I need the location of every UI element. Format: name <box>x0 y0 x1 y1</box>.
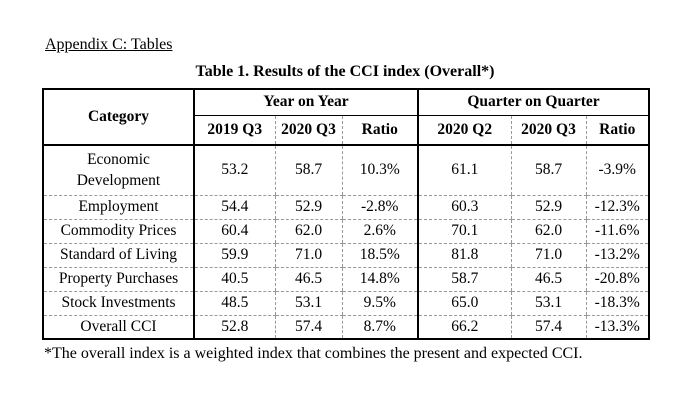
appendix-heading: Appendix C: Tables <box>45 36 173 53</box>
value-cell: 54.4 <box>193 195 275 220</box>
table-title: Table 1. Results of the CCI index (Overa… <box>195 63 495 80</box>
table-row-employment: Employment 54.4 52.9 -2.8% 60.3 52.9 -12… <box>43 195 649 220</box>
value-cell: 57.4 <box>274 315 342 339</box>
value-cell: 62.0 <box>274 219 342 244</box>
cci-results-table: Category Year on Year Quarter on Quarter… <box>42 88 650 340</box>
value-cell: 9.5% <box>341 291 418 316</box>
value-cell: 81.8 <box>417 243 511 268</box>
value-cell: -13.3% <box>585 315 649 339</box>
header-group-row: Category Year on Year Quarter on Quarter <box>43 89 649 146</box>
value-cell: -12.3% <box>585 195 649 220</box>
value-cell: 53.1 <box>510 291 586 316</box>
value-cell: 61.1 <box>417 145 511 196</box>
table-row-overall-cci: Overall CCI 52.8 57.4 8.7% 66.2 57.4 -13… <box>43 315 649 339</box>
value-cell: 59.9 <box>193 243 275 268</box>
header-ratio-yoy: Ratio <box>341 115 418 146</box>
value-cell: 66.2 <box>417 315 511 339</box>
value-cell: 8.7% <box>341 315 418 339</box>
category-cell: Property Purchases <box>43 267 194 292</box>
header-category: Category <box>43 89 194 146</box>
value-cell: 57.4 <box>510 315 586 339</box>
table-row-standard-of-living: Standard of Living 59.9 71.0 18.5% 81.8 … <box>43 243 649 268</box>
header-year-on-year: Year on Year <box>193 89 418 116</box>
value-cell: 70.1 <box>417 219 511 244</box>
value-cell: 14.8% <box>341 267 418 292</box>
value-cell: 71.0 <box>274 243 342 268</box>
value-cell: 71.0 <box>510 243 586 268</box>
table-footnote: *The overall index is a weighted index t… <box>44 345 583 362</box>
category-cell: Economic Development <box>43 145 194 196</box>
value-cell: 10.3% <box>341 145 418 196</box>
value-cell: -11.6% <box>585 219 649 244</box>
header-ratio-qoq: Ratio <box>585 115 649 146</box>
value-cell: 60.4 <box>193 219 275 244</box>
category-cell: Stock Investments <box>43 291 194 316</box>
value-cell: 60.3 <box>417 195 511 220</box>
value-cell: 2.6% <box>341 219 418 244</box>
value-cell: 53.2 <box>193 145 275 196</box>
value-cell: 18.5% <box>341 243 418 268</box>
table-row-property-purchases: Property Purchases 40.5 46.5 14.8% 58.7 … <box>43 267 649 292</box>
value-cell: 46.5 <box>510 267 586 292</box>
header-sub-row: 2019 Q3 2020 Q3 Ratio 2020 Q2 2020 Q3 Ra… <box>43 115 649 146</box>
value-cell: 53.1 <box>274 291 342 316</box>
value-cell: -20.8% <box>585 267 649 292</box>
value-cell: 58.7 <box>510 145 586 196</box>
value-cell: 58.7 <box>274 145 342 196</box>
category-cell: Standard of Living <box>43 243 194 268</box>
value-cell: 62.0 <box>510 219 586 244</box>
category-cell: Employment <box>43 195 194 220</box>
table-row-stock-investments: Stock Investments 48.5 53.1 9.5% 65.0 53… <box>43 291 649 316</box>
header-2020-q3-qoq: 2020 Q3 <box>510 115 586 146</box>
value-cell: 52.9 <box>274 195 342 220</box>
value-cell: 52.8 <box>193 315 275 339</box>
header-2020-q3-yoy: 2020 Q3 <box>274 115 342 146</box>
value-cell: -13.2% <box>585 243 649 268</box>
value-cell: 40.5 <box>193 267 275 292</box>
table-row-commodity-prices: Commodity Prices 60.4 62.0 2.6% 70.1 62.… <box>43 219 649 244</box>
value-cell: 52.9 <box>510 195 586 220</box>
value-cell: 48.5 <box>193 291 275 316</box>
value-cell: 65.0 <box>417 291 511 316</box>
value-cell: -18.3% <box>585 291 649 316</box>
value-cell: 58.7 <box>417 267 511 292</box>
category-cell: Overall CCI <box>80 317 157 335</box>
value-cell: 46.5 <box>274 267 342 292</box>
value-cell: -2.8% <box>341 195 418 220</box>
value-cell: -3.9% <box>585 145 649 196</box>
header-quarter-on-quarter: Quarter on Quarter <box>417 89 649 116</box>
header-2020-q2: 2020 Q2 <box>417 115 511 146</box>
category-cell: Commodity Prices <box>43 219 194 244</box>
header-2019-q3: 2019 Q3 <box>193 115 275 146</box>
table-row-economic-development: Economic Development 53.2 58.7 10.3% 61.… <box>43 145 649 196</box>
